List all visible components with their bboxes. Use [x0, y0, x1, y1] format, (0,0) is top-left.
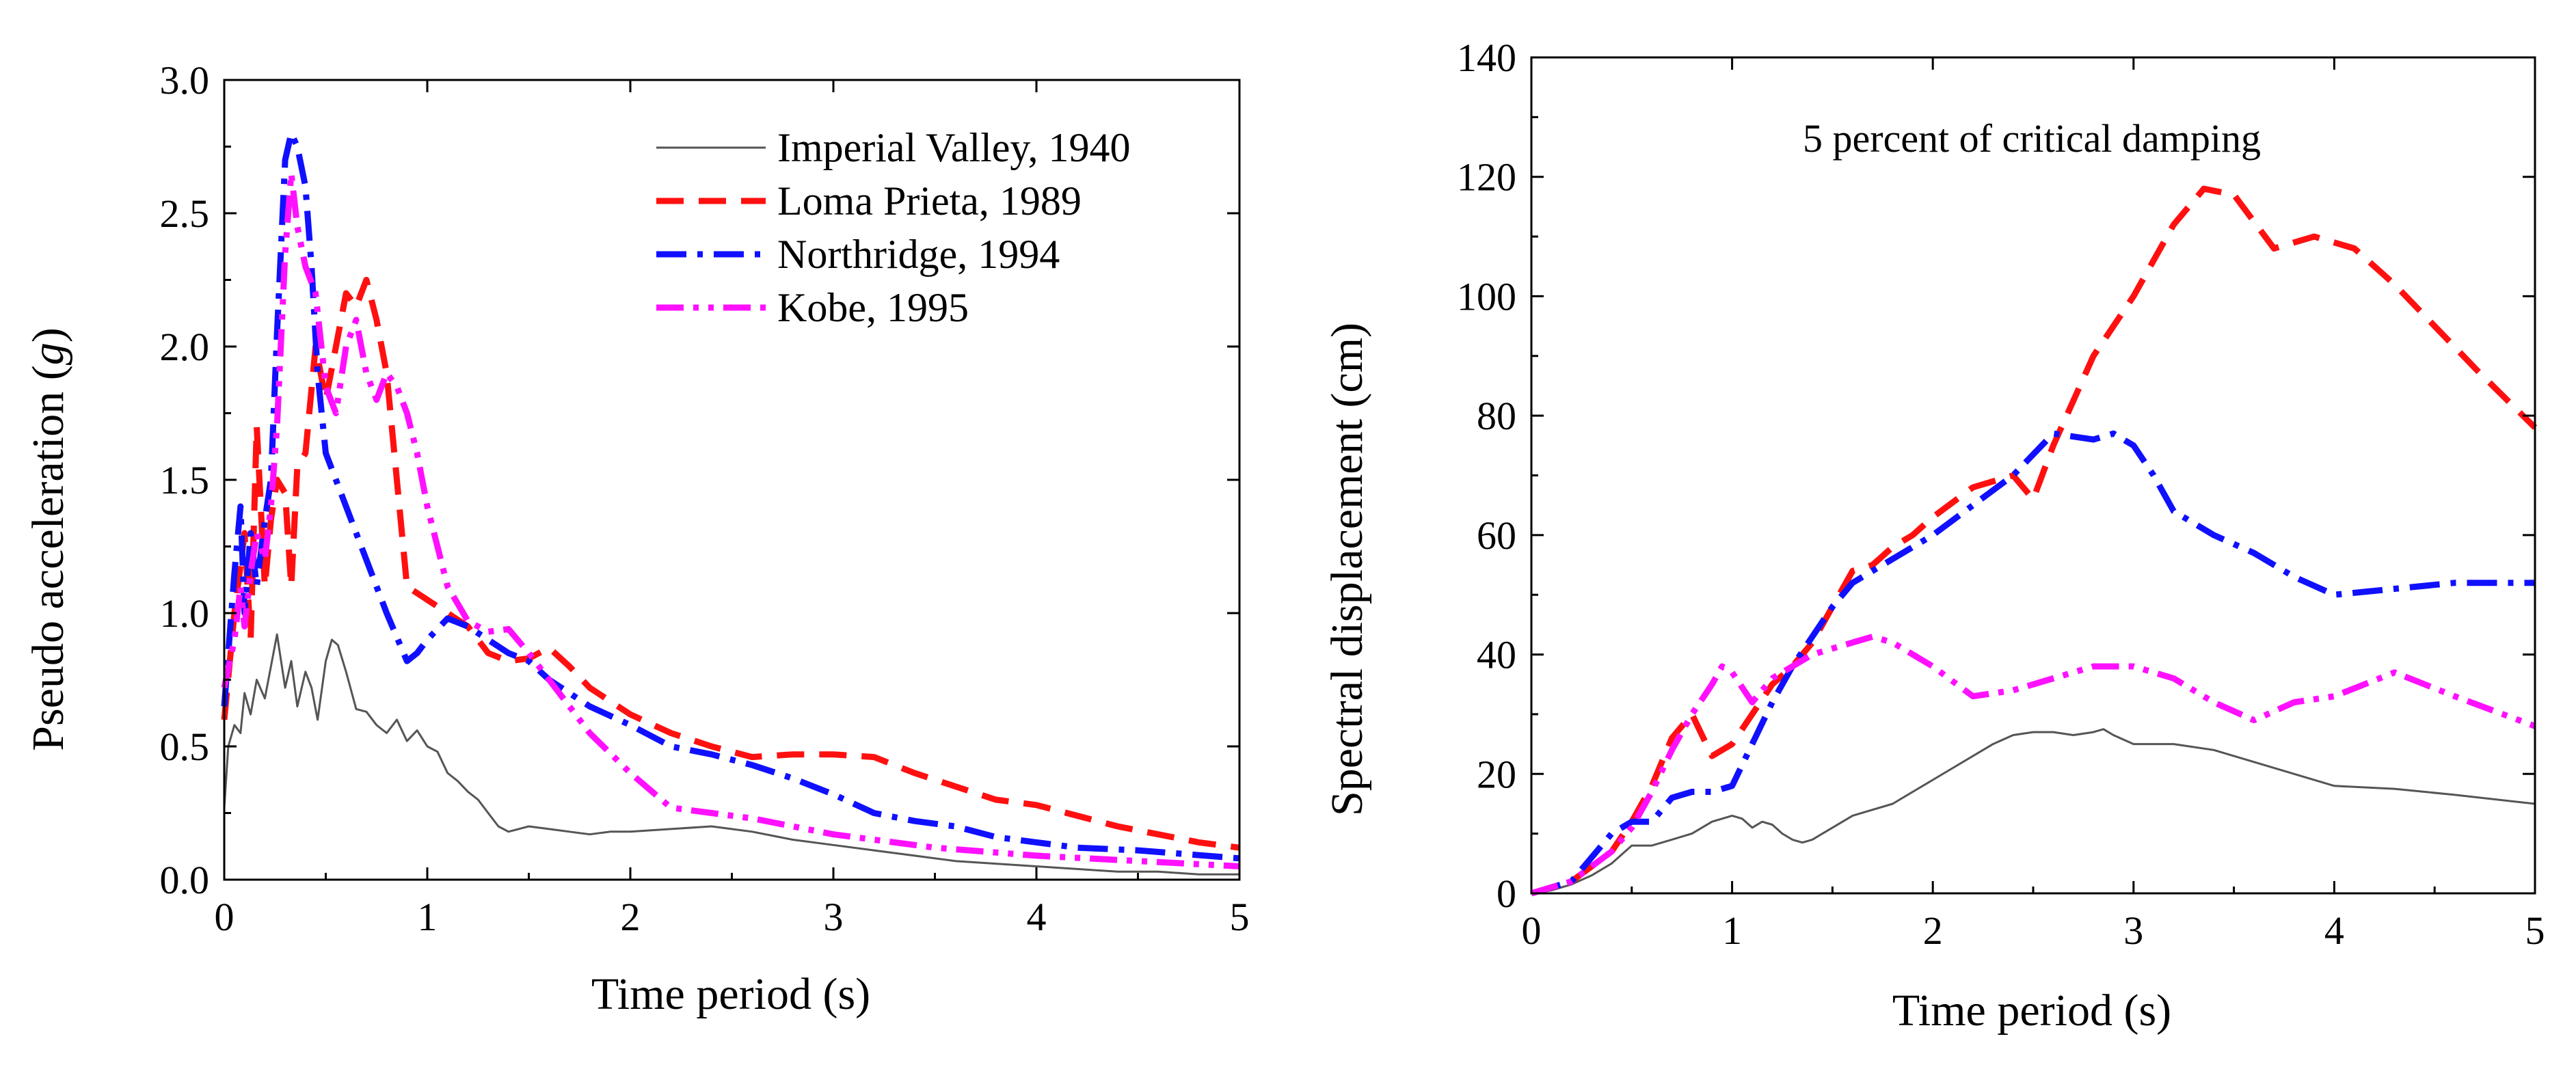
chart0-ytick-label: 1.0 [160, 591, 210, 636]
chart1-ytick-label: 100 [1457, 274, 1516, 319]
chart0-ylabel: Pseudo acceleration (g) [23, 327, 73, 750]
chart1-series-imperial-valley-1940 [1531, 728, 2536, 895]
chart0-series-imperial-valley-1940 [223, 633, 1239, 876]
chart1-ytick-label: 140 [1457, 36, 1516, 80]
chart1-series-loma-prieta-1989 [1530, 185, 2538, 897]
chart0-series-northridge-1994 [221, 130, 1240, 862]
chart-pseudo-acceleration: Pseudo acceleration (g) Time period (s) … [23, 58, 1250, 1019]
chart1-xlabel: Time period (s) [1892, 986, 2171, 1036]
chart1-annotation: 5 percent of critical damping [1803, 116, 2261, 161]
chart1-ytick-label: 0 [1497, 871, 1516, 916]
chart0-ytick-label: 3.0 [160, 58, 210, 103]
chart1-ylabel: Spectral displacement (cm) [1322, 323, 1372, 816]
chart0-xtick-label: 1 [418, 895, 438, 939]
chart1-series-northridge-1994 [1530, 430, 2535, 897]
chart0-legend-label-northridge-1994: Northridge, 1994 [777, 232, 1060, 277]
chart1-xtick-label: 1 [1722, 908, 1742, 953]
chart1-xtick-label: 0 [1522, 908, 1542, 953]
chart0-ytick-label: 2.5 [160, 191, 210, 236]
chart1-xtick-label: 5 [2525, 908, 2545, 953]
chart1-plot-frame [1530, 56, 2536, 895]
chart1-ytick-label: 80 [1477, 394, 1516, 438]
chart0-ytick-label: 1.5 [160, 458, 210, 502]
chart1-xtick-label: 2 [1923, 908, 1943, 953]
chart0-series-loma-prieta-1989 [221, 277, 1240, 851]
chart-spectral-displacement: Spectral displacement (cm) Time period (… [1322, 36, 2545, 1036]
chart1-ytick-label: 20 [1477, 752, 1516, 796]
chart0-legend-label-loma-prieta-1989: Loma Prieta, 1989 [777, 178, 1082, 224]
chart0-legend-label-kobe-1995: Kobe, 1995 [777, 285, 969, 330]
chart0-legend-label-imperial-valley-1940: Imperial Valley, 1940 [777, 125, 1131, 170]
chart0-ytick-label: 0.0 [160, 858, 210, 902]
chart1-ytick-label: 60 [1477, 513, 1516, 558]
chart0-xtick-label: 0 [215, 895, 234, 939]
chart0-xtick-label: 3 [824, 895, 844, 939]
chart0-ytick-label: 2.0 [160, 325, 210, 369]
chart1-ytick-label: 40 [1477, 633, 1516, 677]
chart0-xtick-label: 5 [1230, 895, 1250, 939]
chart0-xtick-label: 2 [621, 895, 641, 939]
chart1-xtick-label: 3 [2123, 908, 2143, 953]
chart1-xtick-label: 4 [2324, 908, 2344, 953]
chart0-series-kobe-1995 [221, 170, 1240, 869]
chart0-ytick-label: 0.5 [160, 725, 210, 769]
chart1-series-kobe-1995 [1530, 633, 2536, 897]
chart1-ytick-label: 120 [1457, 155, 1516, 200]
chart0-xtick-label: 4 [1027, 895, 1047, 939]
chart0-xlabel: Time period (s) [591, 969, 870, 1019]
